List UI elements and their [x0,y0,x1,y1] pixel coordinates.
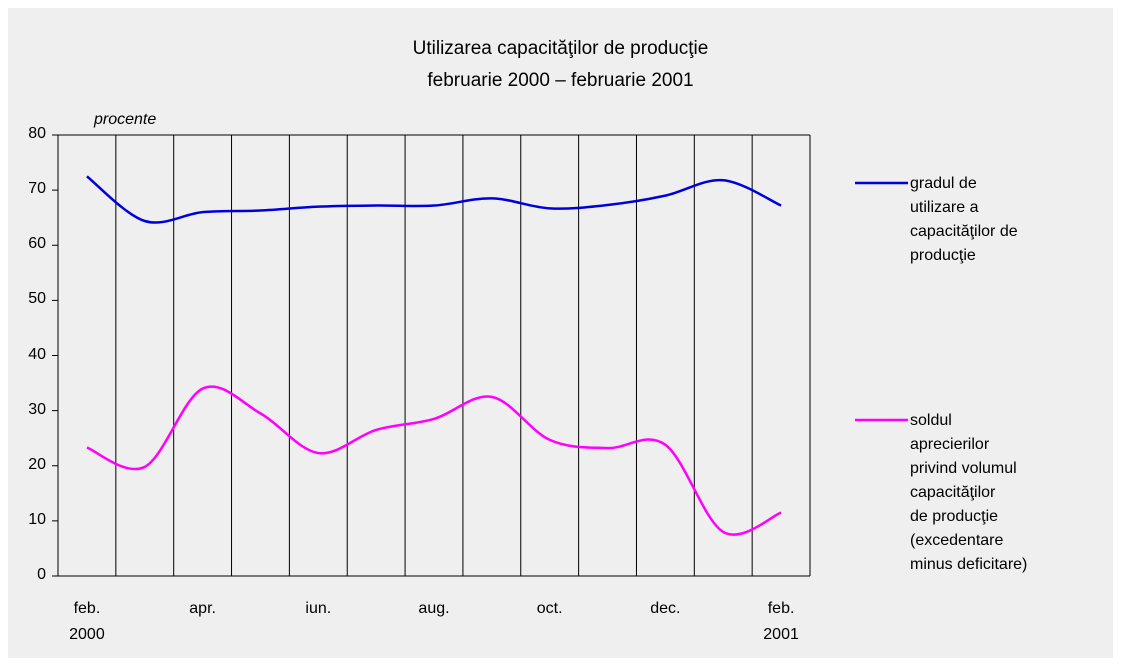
y-tick-label: 60 [28,235,46,253]
x-tick-label: dec. [650,600,681,617]
x-tick-label: apr. [189,600,216,617]
legend-label: gradul de utilizare a capacităţilor de p… [910,175,1018,264]
y-tick-label: 70 [28,180,46,198]
series-line [86,175,782,224]
x-tick-label: feb. 2001 [763,600,799,643]
y-tick-label: 50 [28,290,46,308]
y-tick-label: 40 [28,345,46,363]
chart: Utilizarea capacităţilor de producţie fe… [8,8,1113,658]
x-tick-label: oct. [536,600,563,617]
x-tick-label: iun. [305,600,332,617]
y-tick-label: 10 [28,510,46,528]
chart-title: Utilizarea capacităţilor de producţie [412,38,709,59]
y-tick-label: 80 [28,125,46,142]
y-tick-label: 30 [28,400,46,418]
y-axis-label: procente [94,111,157,128]
series-line [86,385,782,536]
chart-subtitle: februarie 2000 – februarie 2001 [427,70,694,91]
x-tick-label: feb. 2000 [69,600,105,643]
y-tick-label: 0 [37,566,46,583]
legend-label: soldul aprecierilor privind volumul capa… [910,412,1028,573]
y-tick-label: 20 [28,455,46,473]
x-tick-label: aug. [418,600,450,617]
